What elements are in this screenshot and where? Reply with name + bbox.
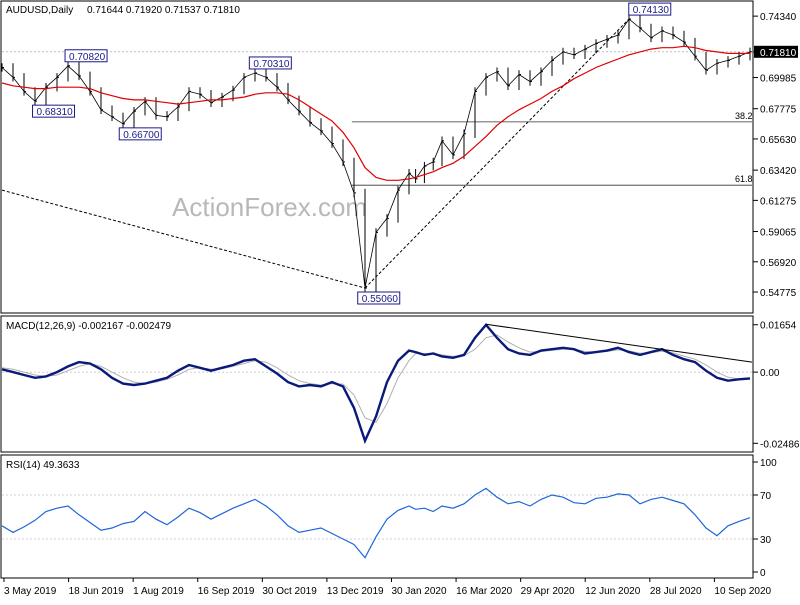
fib-label: 61.8 xyxy=(735,174,753,184)
x-tick-label: 30 Jan 2020 xyxy=(391,586,446,597)
macd-panel: MACD(12,26,9) -0.002167 -0.002479 0.0165… xyxy=(0,315,800,453)
x-tick-label: 30 Oct 2019 xyxy=(262,586,317,597)
price-label-text: 0.68310 xyxy=(37,107,74,118)
x-tick-label: 18 Jun 2019 xyxy=(69,586,124,597)
chart-symbol: AUDUSD,Daily xyxy=(6,5,73,16)
price-series-group xyxy=(1,14,752,293)
rsi-series-group xyxy=(1,487,752,559)
macd-series-group xyxy=(1,323,753,445)
rsi-line xyxy=(1,487,751,559)
x-tick-label: 16 Mar 2020 xyxy=(456,586,513,597)
price-labels: 0.68310 0.70820 0.66700 0.70310 0.55060 0.741… xyxy=(32,2,672,305)
macd-y-tick-label: -0.02486 xyxy=(760,439,800,450)
price-y-tick-label: 0.61275 xyxy=(760,196,797,207)
rsi-panel-frame xyxy=(0,454,754,579)
price-y-tick-label: 0.54775 xyxy=(760,288,797,299)
rsi-title: RSI(14) 49.3633 xyxy=(6,460,80,471)
price-label-box xyxy=(628,2,672,16)
macd-panel-frame xyxy=(0,315,754,453)
price-panel-frame xyxy=(0,0,754,314)
x-tick-label: 29 Apr 2020 xyxy=(521,586,575,597)
price-y-tick-label: 0.74340 xyxy=(760,12,797,23)
price-y-tick-label: 0.56920 xyxy=(760,258,797,269)
x-tick-label: 1 Aug 2019 xyxy=(133,586,184,597)
price-y-tick-label: 0.69985 xyxy=(760,74,797,85)
price-label-box xyxy=(32,104,76,118)
price-label-box xyxy=(118,127,162,141)
fib-label: 38.2 xyxy=(735,111,753,121)
price-y-tick-label: 0.59065 xyxy=(760,228,797,239)
macd-y-axis: 0.01654 0.00 -0.02486 xyxy=(753,321,800,450)
rsi-y-tick-label: 70 xyxy=(760,491,772,502)
rsi-y-tick-label: 0 xyxy=(760,568,766,579)
price-y-tick-label: 0.71810 xyxy=(760,48,797,59)
price-label-box xyxy=(357,291,401,305)
price-label-text: 0.66700 xyxy=(123,130,160,141)
date-axis: 3 May 2019 18 Jun 2019 1 Aug 2019 16 Sep 20… xyxy=(3,578,772,597)
macd-y-tick-label: 0.01654 xyxy=(760,321,797,332)
macd-title: MACD(12,26,9) -0.002167 -0.002479 xyxy=(6,321,172,332)
rsi-y-tick-label: 30 xyxy=(760,535,772,546)
macd-line xyxy=(1,323,751,445)
x-tick-label: 10 Sep 2020 xyxy=(714,586,771,597)
price-label-text: 0.55060 xyxy=(362,294,399,305)
moving-average-line xyxy=(1,45,750,181)
last-price-box xyxy=(754,45,798,58)
price-label-box xyxy=(248,56,292,70)
price-label-text: 0.74130 xyxy=(633,5,670,16)
price-y-axis: 0.74340 0.71810 0.69985 0.67775 0.65630 0.634… xyxy=(2,12,798,299)
price-label-text: 0.70310 xyxy=(253,59,290,70)
x-tick-label: 16 Sep 2019 xyxy=(198,586,255,597)
price-line xyxy=(1,18,751,289)
price-y-tick-label: 0.67775 xyxy=(760,105,797,116)
x-tick-label: 28 Jul 2020 xyxy=(650,586,702,597)
rsi-y-tick-label: 100 xyxy=(760,458,777,469)
price-y-tick-label: 0.65630 xyxy=(760,135,797,146)
price-label-box xyxy=(64,49,108,63)
x-tick-label: 13 Dec 2019 xyxy=(327,586,384,597)
fibonacci-levels: 38.2 61.8 xyxy=(351,111,753,186)
rsi-y-axis: 100 70 30 0 xyxy=(753,458,777,579)
price-label-text: 0.70820 xyxy=(69,52,106,63)
rsi-panel: RSI(14) 49.3633 100 70 30 0 xyxy=(0,454,777,579)
x-tick-label: 12 Jun 2020 xyxy=(585,586,640,597)
macd-y-tick-label: 0.00 xyxy=(760,368,780,379)
macd-trendline xyxy=(485,323,753,363)
price-y-tick-label: 0.63420 xyxy=(760,166,797,177)
ohlc-readout: 0.71644 0.71920 0.71537 0.71810 xyxy=(87,5,240,16)
watermark: ActionForex.com xyxy=(172,192,367,222)
price-panel: AUDUSD,Daily 0.71644 0.71920 0.71537 0.7… xyxy=(0,0,798,314)
long-term-ma-line xyxy=(1,189,366,289)
x-tick-label: 3 May 2019 xyxy=(4,586,57,597)
rising-trendline xyxy=(364,18,630,289)
